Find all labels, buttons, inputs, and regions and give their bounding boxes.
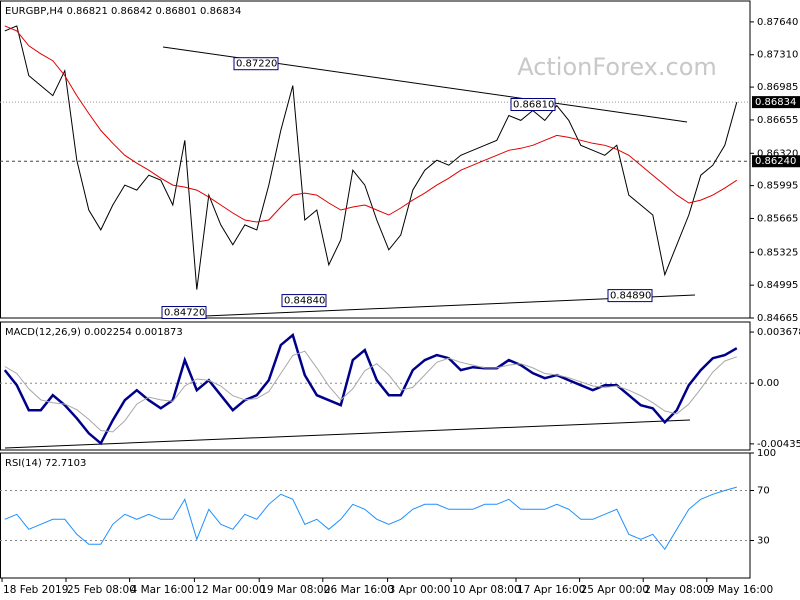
watermark: ActionForex.com	[517, 53, 717, 81]
y-tick-label: 0.86320	[757, 148, 798, 159]
x-tick-label: 17 Apr 16:00	[517, 584, 585, 596]
annotation-box	[161, 306, 207, 320]
x-tick-label: 3 Apr 00:00	[389, 584, 451, 596]
panel-title: MACD(12,26,9) 0.002254 0.001873	[5, 327, 183, 338]
y-tick-label: 100	[757, 448, 776, 459]
x-tick-label: 25 Apr 00:00	[581, 584, 649, 596]
panel-border	[0, 321, 751, 451]
x-tick-label: 25 Feb 08:00	[67, 584, 136, 596]
annotation-label: 0.84720	[164, 308, 205, 319]
panel-border	[0, 452, 751, 579]
x-tick-label: 26 Mar 16:00	[324, 584, 394, 596]
x-tick-label: 9 May 16:00	[708, 584, 773, 596]
y-tick-label: 0.85665	[757, 213, 798, 224]
annotation-label: 0.86810	[513, 100, 554, 111]
y-tick-label: 0.86655	[757, 115, 798, 126]
y-tick-label: 30	[757, 536, 770, 547]
last-price-label: 0.86834	[755, 97, 796, 108]
x-tick-label: 2 May 08:00	[644, 584, 709, 596]
annotation-box	[233, 57, 279, 71]
panel-title: EURGBP,H4 0.86821 0.86842 0.86801 0.8683…	[5, 6, 241, 17]
y-tick-label: 0.87310	[757, 50, 798, 61]
x-tick-label: 18 Feb 2019	[3, 584, 68, 596]
y-tick-label: 0.85995	[757, 181, 798, 192]
x-tick-label: 12 Mar 00:00	[195, 584, 265, 596]
series-line	[3, 332, 738, 446]
y-tick-label: 0.86985	[757, 82, 798, 93]
annotation-box	[281, 294, 327, 308]
annotation-label: 0.84890	[610, 291, 651, 302]
series-line	[4, 486, 737, 551]
level-label: 0.86240	[755, 156, 796, 167]
series-line	[4, 350, 737, 433]
panel-title: RSI(14) 72.7103	[5, 458, 86, 469]
level-box	[752, 155, 800, 168]
y-tick-label: 0.87640	[757, 17, 798, 28]
y-tick-label: 0.84995	[757, 280, 798, 291]
annotation-label: 0.84840	[284, 296, 325, 307]
annotation-label: 0.87220	[236, 59, 277, 70]
series-line	[4, 25, 738, 223]
series-line	[4, 25, 738, 290]
y-tick-label: 0.00	[757, 378, 779, 389]
trend-line	[4, 419, 691, 449]
annotation-box	[510, 98, 556, 112]
panel-border	[0, 0, 751, 319]
y-tick-label: 0.003678	[757, 327, 800, 338]
last-price-box	[752, 96, 800, 109]
annotation-box	[607, 289, 653, 303]
x-tick-label: 19 Mar 08:00	[260, 584, 330, 596]
y-tick-label: 70	[757, 486, 770, 497]
y-tick-label: 0.84665	[757, 313, 798, 324]
y-tick-label: -0.004359	[757, 439, 800, 450]
x-tick-label: 10 Apr 08:00	[452, 584, 520, 596]
y-tick-label: 0.85325	[757, 247, 798, 258]
x-tick-label: 4 Mar 16:00	[131, 584, 194, 596]
